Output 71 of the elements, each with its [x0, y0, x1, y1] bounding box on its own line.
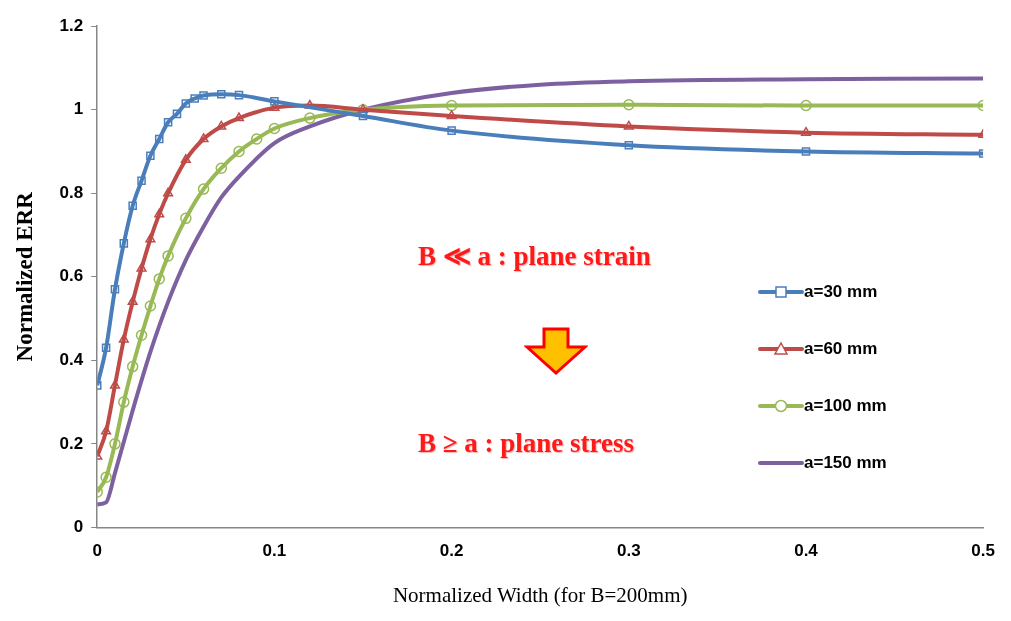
point	[118, 333, 129, 343]
point	[198, 133, 209, 143]
point	[190, 94, 199, 103]
x-tick-label: 0.2	[439, 541, 464, 561]
point	[162, 250, 174, 262]
point	[304, 112, 316, 124]
point	[146, 151, 155, 160]
point	[199, 91, 208, 100]
point	[234, 90, 244, 100]
y-tick-label: 0.6	[59, 266, 84, 286]
point	[110, 285, 120, 294]
point	[623, 120, 634, 130]
y-tick-label: 0	[73, 517, 84, 537]
point	[100, 471, 112, 484]
point	[216, 89, 226, 99]
point	[153, 273, 165, 285]
point	[250, 133, 263, 145]
point	[137, 176, 146, 186]
x-tick-label: 0.1	[262, 541, 287, 561]
point	[135, 329, 148, 342]
point	[154, 208, 165, 218]
point	[800, 126, 812, 136]
y-tick-label: 0.8	[59, 182, 84, 202]
point	[109, 438, 121, 450]
legend-label: a=100 mm	[804, 396, 887, 416]
point	[163, 117, 173, 127]
point	[145, 233, 156, 243]
x-axis-title: Normalized Width (for B=200mm)	[392, 582, 688, 607]
point	[127, 296, 138, 306]
point	[118, 396, 130, 408]
point	[623, 98, 635, 111]
point	[144, 300, 157, 312]
point	[358, 111, 368, 121]
point	[270, 97, 279, 106]
point	[233, 145, 245, 158]
point	[172, 109, 182, 119]
x-tick-label: 0.4	[794, 541, 819, 561]
x-tick-label: 0	[92, 541, 102, 561]
annotation: B ≥ a : plane stress	[418, 428, 635, 459]
point	[215, 162, 228, 174]
point	[126, 360, 139, 373]
point	[197, 183, 210, 195]
point	[216, 120, 227, 130]
point	[128, 201, 137, 211]
x-tick-label: 0.3	[616, 541, 641, 561]
y-tick-label: 1.2	[59, 15, 84, 35]
y-tick-label: 1	[73, 99, 84, 119]
legend-label: a=60 mm	[804, 339, 878, 359]
point	[119, 239, 129, 248]
y-tick-label: 0.2	[59, 433, 84, 453]
x-tick-label: 0.5	[971, 541, 995, 561]
y-axis-title: Normalized ERR	[11, 191, 37, 362]
point	[180, 212, 192, 225]
point	[624, 140, 634, 150]
point	[445, 99, 458, 112]
point	[800, 99, 812, 112]
y-tick-label: 0.4	[59, 350, 84, 370]
point	[163, 187, 174, 197]
point	[181, 99, 191, 108]
point	[101, 343, 111, 353]
legend-label: a=30 mm	[804, 282, 878, 302]
point	[154, 134, 164, 144]
point	[446, 110, 457, 120]
point	[136, 262, 147, 272]
point	[180, 154, 191, 164]
point	[801, 147, 811, 156]
annotation: B ≪ a : plane strain	[418, 240, 651, 272]
point	[268, 122, 281, 135]
legend-label: a=150 mm	[804, 453, 887, 473]
point	[101, 425, 112, 435]
point	[447, 126, 456, 135]
